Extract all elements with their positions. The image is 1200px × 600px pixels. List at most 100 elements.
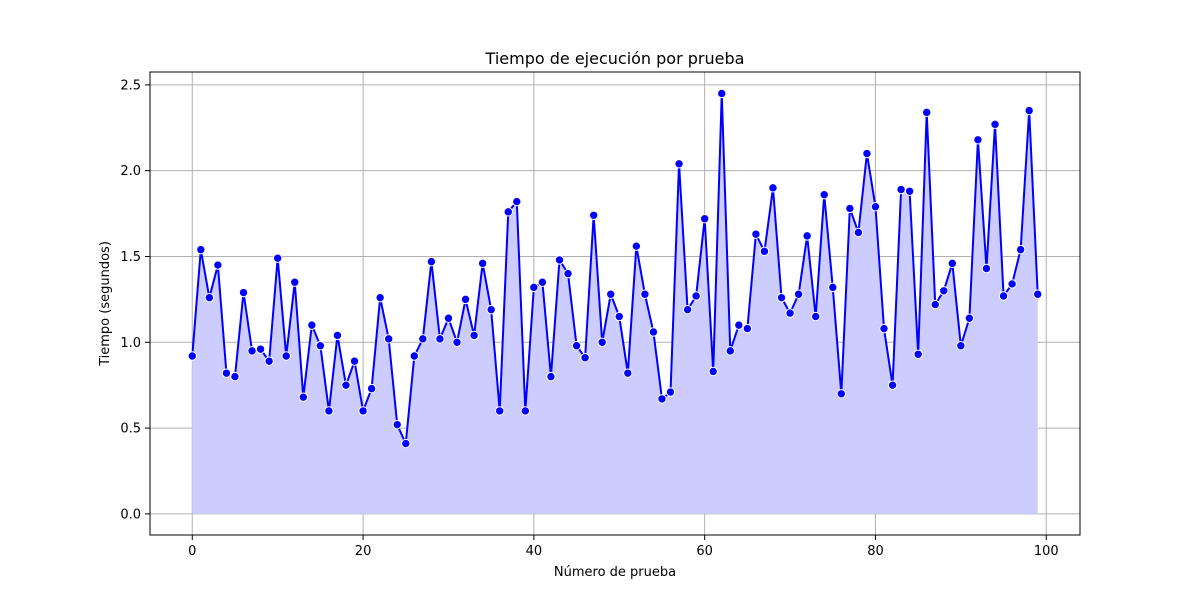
data-point [665,387,676,397]
data-point [187,351,197,361]
data-point [896,184,906,195]
data-point [879,323,889,334]
data-point [1024,105,1034,116]
data-point [785,308,795,318]
data-point [990,119,1000,130]
data-point [759,246,770,257]
data-point [503,207,513,217]
data-point [717,88,727,99]
y-axis-ticks: 0.0 0.5 1.0 1.5 2.0 2.5 [120,78,150,522]
data-point [998,291,1009,301]
data-point [734,320,744,330]
data-point [623,368,633,378]
y-tick-label: 2.5 [120,78,141,93]
data-point [418,334,428,344]
data-point [606,289,616,299]
x-tick-label: 60 [696,544,713,559]
data-point [571,341,582,351]
data-point [708,366,718,377]
x-axis-ticks: 0 20 40 60 80 100 [188,535,1059,559]
data-point [588,210,599,220]
series-area [192,93,1038,514]
chart-title: Tiempo de ejecución por prueba [485,49,745,68]
data-point [469,330,479,341]
data-point [845,203,855,214]
data-point [631,241,642,251]
data-point [640,289,650,299]
data-point [443,313,454,323]
data-point [426,256,437,267]
y-tick-label: 1.0 [120,336,141,351]
data-point [213,260,223,270]
data-point [401,438,411,449]
data-point [802,231,812,241]
data-point [204,292,215,303]
y-axis-label: Tiempo (segundos) [98,241,113,367]
data-point [366,383,377,394]
y-tick-label: 0.0 [120,507,141,522]
data-point [290,277,300,287]
data-point [196,244,206,255]
data-point [230,371,240,382]
y-tick-label: 0.5 [120,422,141,437]
x-tick-label: 0 [188,544,196,559]
data-point [281,351,291,361]
data-point [247,346,257,356]
data-point [819,190,829,200]
data-point [956,341,966,351]
data-point [238,287,249,298]
data-point [691,291,701,301]
data-point [939,286,949,296]
data-point [255,344,266,354]
data-point [298,392,308,402]
data-point [742,323,753,334]
data-point [452,337,462,347]
x-tick-label: 80 [867,544,884,559]
data-point [657,394,667,404]
data-point [546,371,556,382]
data-point [341,380,351,390]
x-axis-label: Número de prueba [554,565,676,580]
data-point [537,277,548,287]
data-point [597,337,607,347]
data-point [512,196,522,207]
data-point [973,135,983,145]
data-point [648,327,659,337]
y-tick-label: 2.0 [120,164,141,179]
data-point [981,263,992,274]
data-point [614,311,624,322]
data-point [315,341,326,351]
data-point [221,368,232,378]
data-point [486,304,496,315]
data-point [272,253,283,263]
data-point [358,406,368,416]
data-point [853,227,864,238]
data-point [529,282,539,293]
data-point [375,292,385,303]
data-point [793,289,804,299]
data-point [324,406,334,416]
data-point [264,356,274,366]
data-point [913,349,923,359]
data-point [836,389,847,399]
data-point [922,107,932,118]
series-line-group [191,92,1039,445]
data-point [682,304,693,315]
data-point [725,346,735,356]
data-point [495,406,505,416]
data-point [870,202,881,212]
y-tick-label: 1.5 [120,250,141,265]
data-point [699,214,710,224]
data-point [810,311,821,322]
data-point [349,356,360,366]
data-point [904,186,915,196]
data-point [332,330,343,341]
series-line [191,92,1039,445]
data-point [1033,289,1043,299]
data-point [554,255,565,265]
data-point [1015,244,1026,255]
data-point [409,351,420,361]
data-point [751,229,761,239]
data-point [392,419,402,430]
